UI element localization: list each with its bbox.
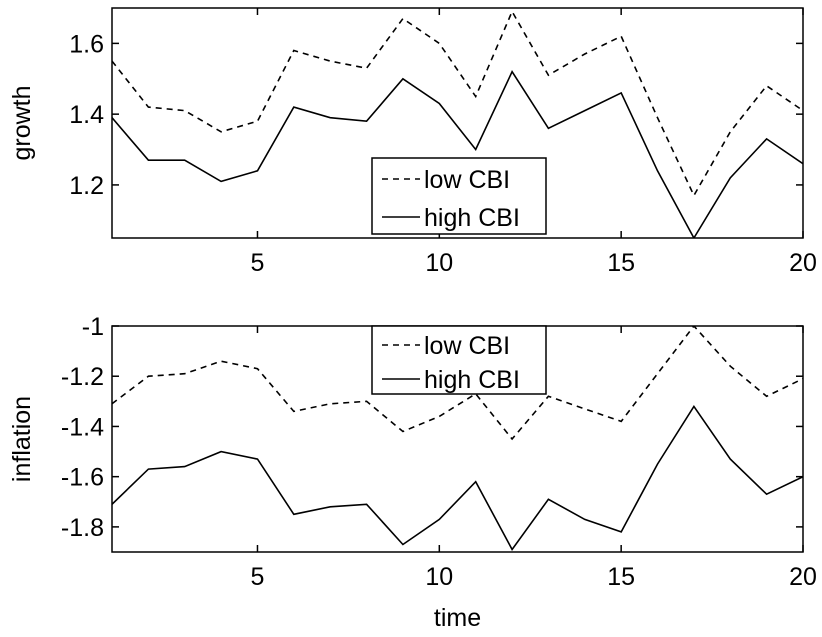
x-tick-label: 20 bbox=[789, 563, 817, 591]
series-line-low-cbi bbox=[112, 326, 803, 441]
y-tick-label: 1.4 bbox=[69, 101, 104, 129]
y-tick-label: -1 bbox=[82, 313, 104, 341]
series-lines bbox=[112, 9, 803, 238]
legend-box bbox=[371, 325, 547, 395]
x-tick-label: 5 bbox=[251, 249, 265, 277]
plot-frame bbox=[111, 7, 804, 239]
x-tick-label: 10 bbox=[425, 249, 453, 277]
y-axis-label: inflation bbox=[8, 396, 36, 482]
legend-box bbox=[371, 157, 547, 235]
y-tick-label: 1.2 bbox=[69, 172, 104, 200]
series-line-high-cbi bbox=[112, 404, 803, 552]
x-tick-label: 20 bbox=[789, 249, 817, 277]
x-axis-label: time bbox=[434, 604, 481, 632]
growth-panel: 5 10 15 20 1.2 1.4 1.6 growth low CBI high CBI bbox=[8, 7, 817, 277]
inflation-panel: 5 10 15 20 -1.8 -1.6 -1.4 -1.2 -1 inflation time lo… bbox=[8, 313, 817, 632]
series-lines bbox=[112, 326, 803, 552]
legend-label: low CBI bbox=[424, 166, 510, 194]
series-line-high-cbi bbox=[112, 70, 803, 238]
x-tick-label: 5 bbox=[251, 563, 265, 591]
legend-label: high CBI bbox=[424, 366, 520, 394]
y-tick-label: -1.6 bbox=[61, 464, 104, 492]
x-tick-label: 15 bbox=[607, 563, 635, 591]
y-tick-label: -1.8 bbox=[61, 514, 104, 542]
y-tick-label: 1.6 bbox=[69, 30, 104, 58]
x-tick-label: 15 bbox=[607, 249, 635, 277]
y-axis-label: growth bbox=[8, 85, 36, 160]
legend-label: low CBI bbox=[424, 332, 510, 360]
x-tick-label: 10 bbox=[425, 563, 453, 591]
series-line-low-cbi bbox=[112, 9, 803, 198]
y-tick-label: -1.2 bbox=[61, 363, 104, 391]
legend: low CBI high CBI bbox=[371, 325, 547, 395]
legend-label: high CBI bbox=[424, 204, 520, 232]
legend: low CBI high CBI bbox=[371, 157, 547, 235]
y-tick-label: -1.4 bbox=[61, 413, 104, 441]
